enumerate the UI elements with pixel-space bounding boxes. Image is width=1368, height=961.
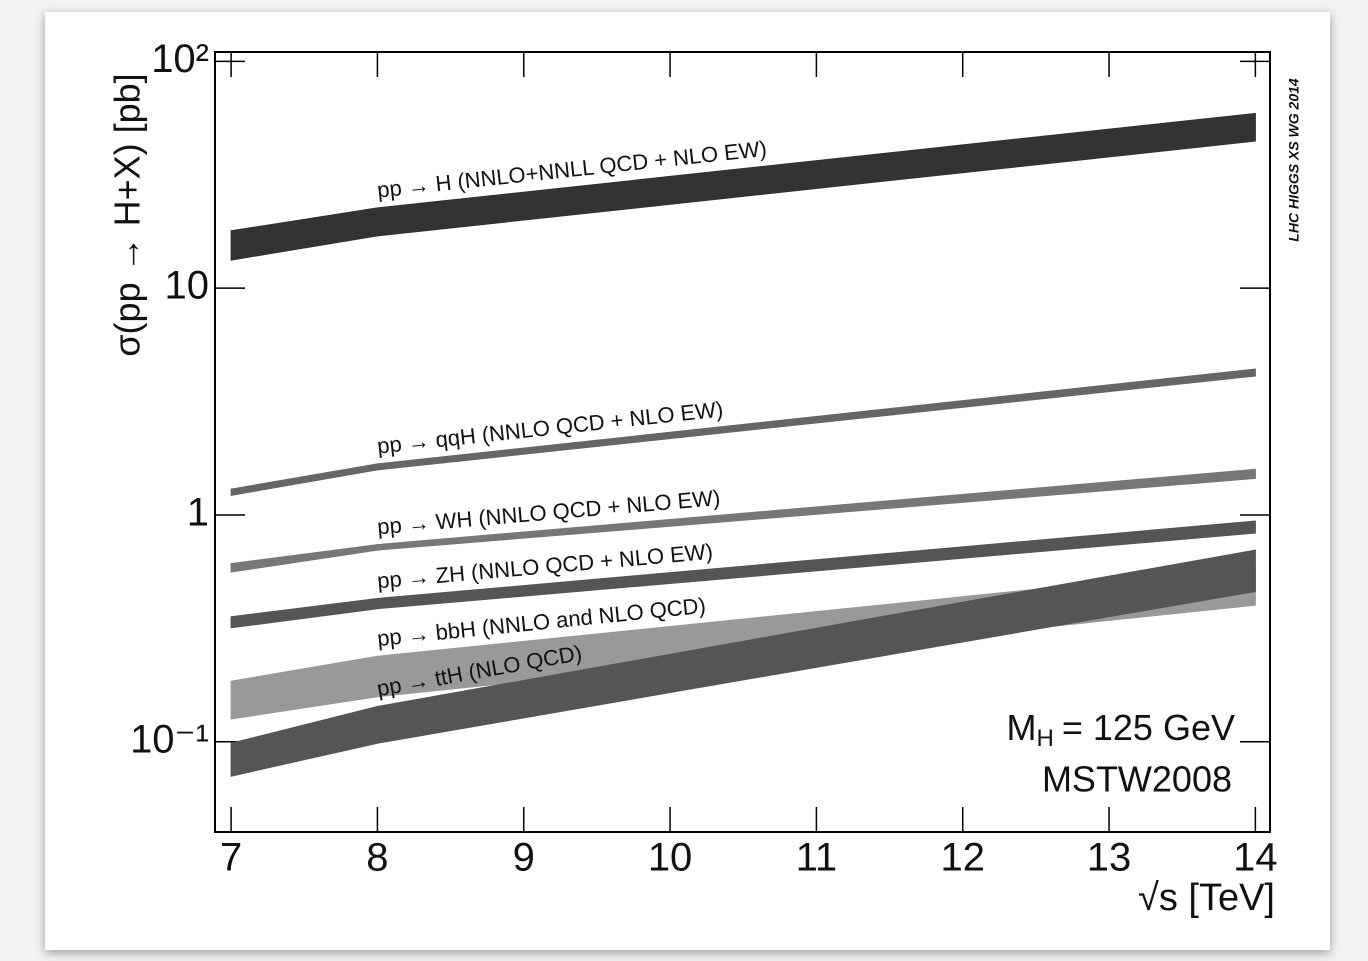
y-tick-label: 10 bbox=[165, 264, 210, 308]
annotation: M bbox=[1007, 707, 1037, 748]
y-tick-label: 1 bbox=[187, 491, 209, 535]
plot-frame bbox=[214, 51, 1271, 833]
band bbox=[230, 549, 1256, 777]
band bbox=[230, 468, 1256, 573]
mass-annotation: MH = 125 GeV bbox=[1007, 707, 1235, 753]
band bbox=[230, 520, 1256, 629]
x-tick-label: 11 bbox=[796, 836, 838, 880]
credit-annotation: LHC HIGGS XS WG 2014 bbox=[1286, 78, 1302, 242]
x-tick-label: 13 bbox=[1087, 836, 1132, 880]
x-tick-label: 9 bbox=[513, 836, 535, 880]
y-tick-label: 10² bbox=[151, 37, 209, 81]
y-tick-label: 10⁻¹ bbox=[130, 717, 209, 761]
annotation: = 125 GeV bbox=[1062, 707, 1235, 748]
annotation: H bbox=[1037, 725, 1054, 752]
x-tick-label: 12 bbox=[940, 836, 985, 880]
band bbox=[230, 112, 1256, 261]
x-tick-label: 8 bbox=[366, 836, 388, 880]
x-axis-title: √s [TeV] bbox=[1138, 877, 1275, 919]
x-tick-label: 10 bbox=[648, 836, 693, 880]
pdf-annotation: MSTW2008 bbox=[1042, 759, 1232, 800]
band bbox=[230, 368, 1256, 496]
x-tick-label: 7 bbox=[220, 836, 242, 880]
x-tick-label: 14 bbox=[1233, 836, 1278, 880]
y-axis-title: σ(pp → H+X) [pb] bbox=[107, 73, 148, 356]
